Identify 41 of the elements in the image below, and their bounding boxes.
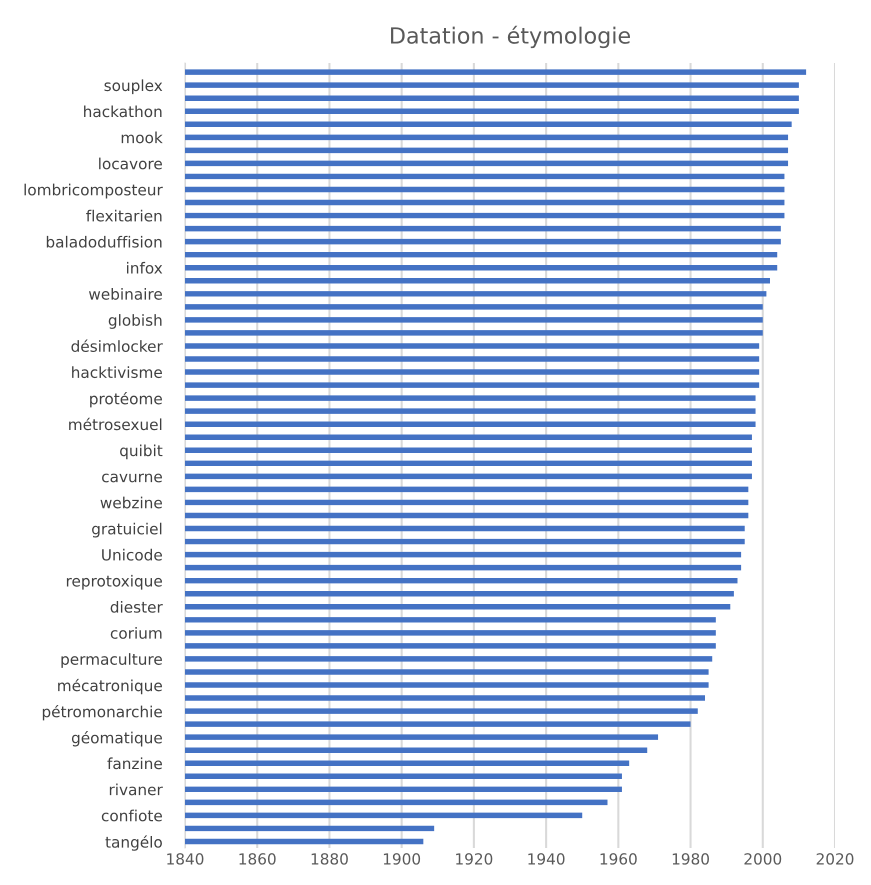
y-tick-label: confiote bbox=[102, 810, 162, 822]
y-tick-label: hackathon bbox=[84, 105, 162, 118]
y-tick-label: tangélo bbox=[105, 835, 162, 851]
y-tick-label: permaculture bbox=[61, 653, 162, 668]
x-tick-label: 1880 bbox=[312, 853, 348, 865]
y-tick-label: cavurne bbox=[102, 474, 162, 482]
x-tick-label: 1920 bbox=[456, 853, 492, 865]
y-tick-label: quibit bbox=[120, 444, 162, 460]
y-tick-label: lombricomposteur bbox=[24, 184, 163, 198]
y-tick-label: fanzine bbox=[107, 757, 162, 770]
y-tick-label: mook bbox=[122, 132, 163, 144]
y-tick-label: globish bbox=[108, 314, 162, 329]
y-tick-label: rivaner bbox=[110, 784, 163, 796]
x-tick-label: 1960 bbox=[600, 853, 637, 865]
y-tick-label: désimlocker bbox=[71, 340, 163, 352]
x-tick-label: 1940 bbox=[528, 853, 565, 865]
y-tick-label: infox bbox=[127, 262, 162, 274]
x-tick-label: 2020 bbox=[816, 853, 854, 865]
y-tick-label: pétromonarchie bbox=[42, 704, 162, 720]
x-tick-label: 1840 bbox=[167, 853, 204, 865]
y-tick-label: protéome bbox=[90, 392, 162, 408]
y-tick-label: hacktivisme bbox=[72, 366, 162, 378]
y-tick-label: Unicode bbox=[102, 548, 162, 561]
y-tick-label: métrosexuel bbox=[69, 418, 162, 430]
y-tick-label: webzine bbox=[100, 496, 162, 508]
x-tick-label: 1860 bbox=[239, 853, 276, 865]
y-tick-label: flexitarien bbox=[86, 210, 162, 222]
y-tick-label: webinaire bbox=[88, 288, 162, 300]
y-tick-label: géomatique bbox=[72, 731, 162, 746]
chart-title: Datation - étymologie bbox=[391, 26, 630, 48]
x-tick-label: 2000 bbox=[744, 853, 782, 865]
y-tick-label: mécatronique bbox=[58, 678, 162, 694]
y-tick-label: diester bbox=[110, 600, 163, 613]
y-tick-label: locavore bbox=[99, 158, 162, 170]
y-tick-label: gratuiciel bbox=[92, 522, 162, 538]
x-tick-label: 1980 bbox=[672, 853, 709, 865]
y-tick-label: corium bbox=[110, 627, 162, 639]
y-tick-label: reprotoxique bbox=[66, 574, 162, 590]
x-tick-label: 1900 bbox=[384, 853, 420, 865]
y-tick-label: baladoduffision bbox=[46, 236, 162, 248]
y-tick-label: souplex bbox=[104, 79, 162, 94]
